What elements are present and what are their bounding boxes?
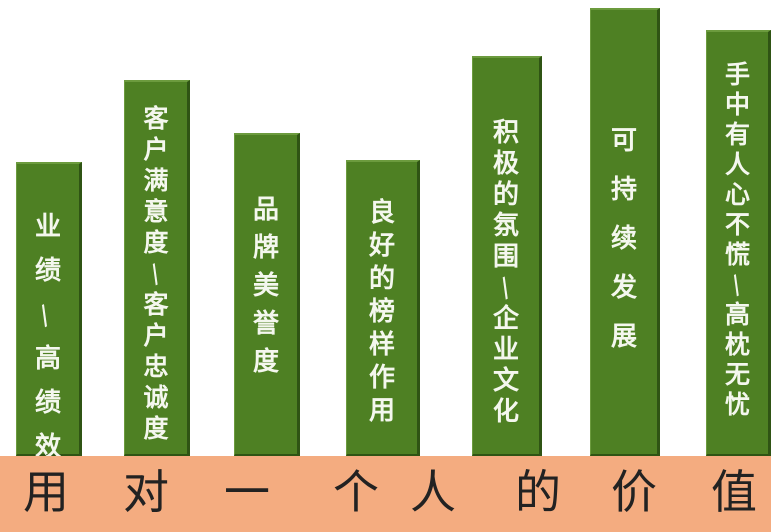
bar-label: 客户满意度 / 客户忠诚度 <box>143 104 169 443</box>
bar-label: 良好的榜样作用 <box>368 198 395 426</box>
bar-label: 手中有人心不慌 / 高枕无忧 <box>724 60 750 419</box>
value-bar: 可持续发展 <box>590 8 660 456</box>
bar-label: 业绩 / 高绩效 <box>33 212 61 462</box>
footer-char: 人 <box>410 465 456 519</box>
footer-char: 一 <box>224 465 270 519</box>
value-bar: 业绩 / 高绩效 <box>16 162 82 460</box>
value-bar: 品牌美誉度 <box>234 133 300 456</box>
value-bar: 手中有人心不慌 / 高枕无忧 <box>706 30 771 456</box>
footer-char: 价 <box>611 465 657 519</box>
value-bar: 积极的氛围 / 企业文化 <box>472 56 542 456</box>
footer-char: 值 <box>711 465 757 519</box>
bar-label: 品牌美誉度 <box>252 195 279 377</box>
bar-label: 可持续发展 <box>610 126 637 352</box>
value-bar: 客户满意度 / 客户忠诚度 <box>124 80 190 456</box>
footer-char: 用 <box>23 465 69 519</box>
footer-band: 用对 一 个人 的价值 <box>0 456 771 532</box>
bar-label: 积极的氛围 / 企业文化 <box>492 118 519 427</box>
value-bar: 良好的榜样作用 <box>346 160 420 456</box>
footer-char: 个 <box>333 465 379 519</box>
footer-char: 对 <box>123 465 169 519</box>
footer-char: 的 <box>515 465 561 519</box>
